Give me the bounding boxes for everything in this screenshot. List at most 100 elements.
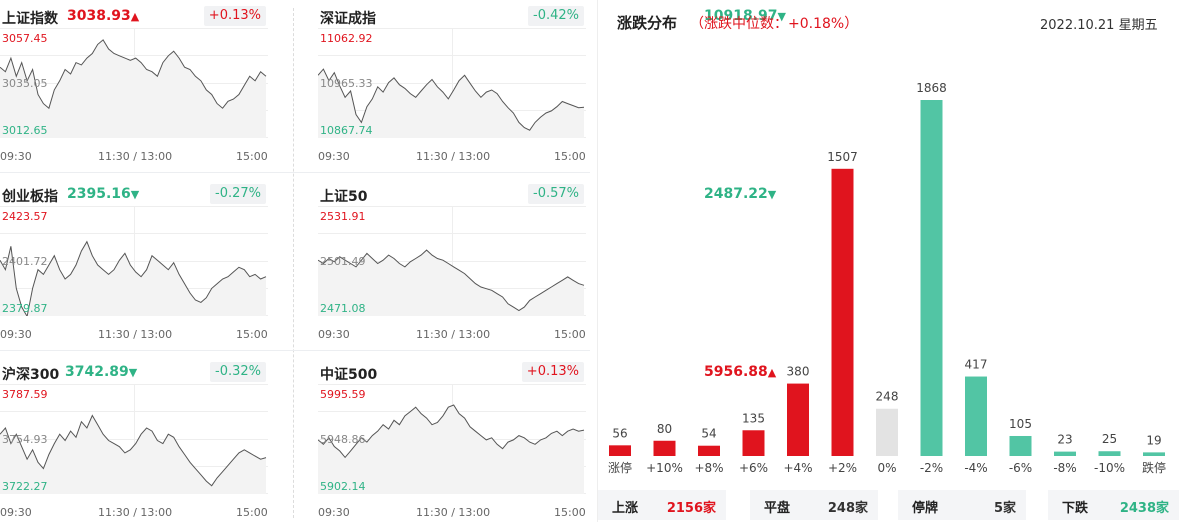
index-change-badge: +0.13%	[203, 6, 266, 26]
stat-value: 5家	[993, 501, 1016, 516]
panel-header: 沪深300 3742.89▼ -0.32%	[0, 362, 268, 384]
bar[interactable]	[653, 440, 676, 456]
index-price-value: 3038.93	[67, 8, 131, 24]
low-label: 10867.74	[320, 124, 373, 137]
bar[interactable]	[609, 445, 631, 456]
category-label: -2%	[920, 461, 943, 475]
index-name: 上证指数	[2, 11, 58, 27]
index-price-value: 3742.89	[65, 364, 129, 380]
index-price-value: 2487.22	[704, 186, 768, 202]
high-label: 11062.92	[320, 32, 373, 45]
mid-label: 3754.93	[2, 433, 48, 446]
intraday-chart	[0, 206, 268, 316]
intraday-chart	[318, 28, 586, 138]
price-area	[0, 241, 266, 316]
index-change-badge: +0.13%	[521, 362, 584, 382]
low-label: 2379.87	[2, 302, 48, 315]
bar-value-label: 25	[1102, 432, 1117, 446]
high-label: 2423.57	[2, 210, 48, 223]
high-label: 3787.59	[2, 388, 48, 401]
stat-label: 上涨	[612, 501, 639, 516]
time-label: 11:30 / 13:00	[416, 328, 491, 341]
arrow-up-icon: ▲	[767, 366, 777, 379]
category-label: +8%	[694, 461, 723, 475]
index-price-value: 2395.16	[67, 186, 131, 202]
index-panel[interactable]: 上证指数 3038.93▲ +0.13% 3057.45 3035.05 3012.65 0…	[0, 0, 268, 174]
time-label: 11:30 / 13:00	[416, 150, 491, 163]
time-label: 15:00	[554, 506, 586, 519]
time-label: 15:00	[236, 506, 268, 519]
price-area	[0, 415, 266, 494]
index-panel[interactable]: 创业板指 2395.16▼ -0.27% 2423.57 2401.72 2379.87 0…	[0, 178, 268, 352]
bar[interactable]	[1054, 451, 1076, 456]
index-panel[interactable]: 深证成指 10918.97▼ -0.42% 11062.92 10965.33 10867…	[318, 0, 786, 174]
time-label: 15:00	[236, 328, 268, 341]
index-name: 中证500	[320, 367, 378, 383]
bar[interactable]	[1009, 435, 1032, 456]
category-label: -6%	[1009, 461, 1032, 475]
panel-header: 深证成指 10918.97▼ -0.42%	[318, 6, 786, 28]
high-label: 3057.45	[2, 32, 48, 45]
mid-label: 10965.33	[320, 77, 373, 90]
time-label: 11:30 / 13:00	[416, 506, 491, 519]
price-area	[318, 405, 584, 494]
bar-value-label: 380	[787, 365, 810, 379]
bar[interactable]	[1098, 451, 1121, 456]
bar-value-label: 1507	[827, 150, 858, 164]
time-label: 09:30	[0, 150, 32, 163]
category-label: 0%	[877, 461, 896, 475]
index-name: 沪深300	[2, 367, 60, 383]
index-price-value: 10918.97	[704, 8, 778, 24]
panel-header: 创业板指 2395.16▼ -0.27%	[0, 184, 268, 206]
mid-label: 2401.72	[2, 255, 48, 268]
distribution-title: 涨跌分布	[617, 14, 678, 32]
time-label: 09:30	[0, 328, 32, 341]
index-price: 2487.22▼	[704, 186, 776, 202]
category-label: -4%	[964, 461, 987, 475]
index-name: 创业板指	[2, 189, 58, 205]
section-divider	[597, 0, 598, 522]
bar[interactable]	[876, 408, 898, 456]
bar-value-label: 54	[701, 427, 716, 441]
category-label: +4%	[783, 461, 812, 475]
bar[interactable]	[831, 168, 854, 457]
bar[interactable]	[965, 376, 987, 456]
time-label: 11:30 / 13:00	[98, 506, 173, 519]
distribution-date: 2022.10.21 星期五	[1040, 18, 1158, 33]
index-price: 5956.88▲	[704, 364, 776, 380]
panel-divider	[293, 8, 295, 518]
category-label: +6%	[739, 461, 768, 475]
bar-value-label: 23	[1057, 433, 1072, 447]
category-label: +2%	[828, 461, 857, 475]
bar[interactable]	[1143, 452, 1165, 456]
index-change-badge: -0.32%	[210, 362, 266, 382]
price-line	[0, 39, 267, 110]
intraday-chart	[318, 206, 586, 316]
bar-value-label: 248	[876, 390, 899, 404]
stat-value: 2156家	[666, 501, 716, 516]
stat-value: 248家	[827, 501, 868, 516]
distribution-median: （涨跌中位数：+0.18%）	[690, 16, 859, 32]
panel-header: 上证指数 3038.93▲ +0.13%	[0, 6, 268, 28]
time-label: 11:30 / 13:00	[98, 150, 173, 163]
price-line	[318, 68, 585, 131]
index-change-badge: -0.27%	[210, 184, 266, 204]
index-panel[interactable]: 沪深300 3742.89▼ -0.32% 3787.59 3754.93 3722.27…	[0, 356, 268, 530]
bar[interactable]	[920, 100, 943, 456]
index-change-badge: -0.57%	[528, 184, 584, 204]
index-panel[interactable]: 中证500 5956.88▲ +0.13% 5995.59 5948.86 5902.14…	[318, 356, 776, 530]
stat-box: 上涨 2156家	[598, 490, 726, 520]
arrow-down-icon: ▼	[777, 10, 786, 23]
stat-box: 下跌 2438家	[1048, 490, 1179, 520]
bar[interactable]	[698, 445, 720, 456]
index-panel[interactable]: 上证50 2487.22▼ -0.57% 2531.91 2501.49 2471.08 0…	[318, 178, 776, 352]
high-label: 5995.59	[320, 388, 366, 401]
intraday-chart	[0, 384, 268, 494]
bar[interactable]	[742, 430, 765, 456]
category-label: -10%	[1094, 461, 1125, 475]
bar[interactable]	[787, 383, 809, 456]
time-label: 09:30	[318, 328, 350, 341]
index-change-badge: -0.42%	[528, 6, 584, 26]
low-label: 5902.14	[320, 480, 366, 493]
category-label: +10%	[646, 461, 683, 475]
